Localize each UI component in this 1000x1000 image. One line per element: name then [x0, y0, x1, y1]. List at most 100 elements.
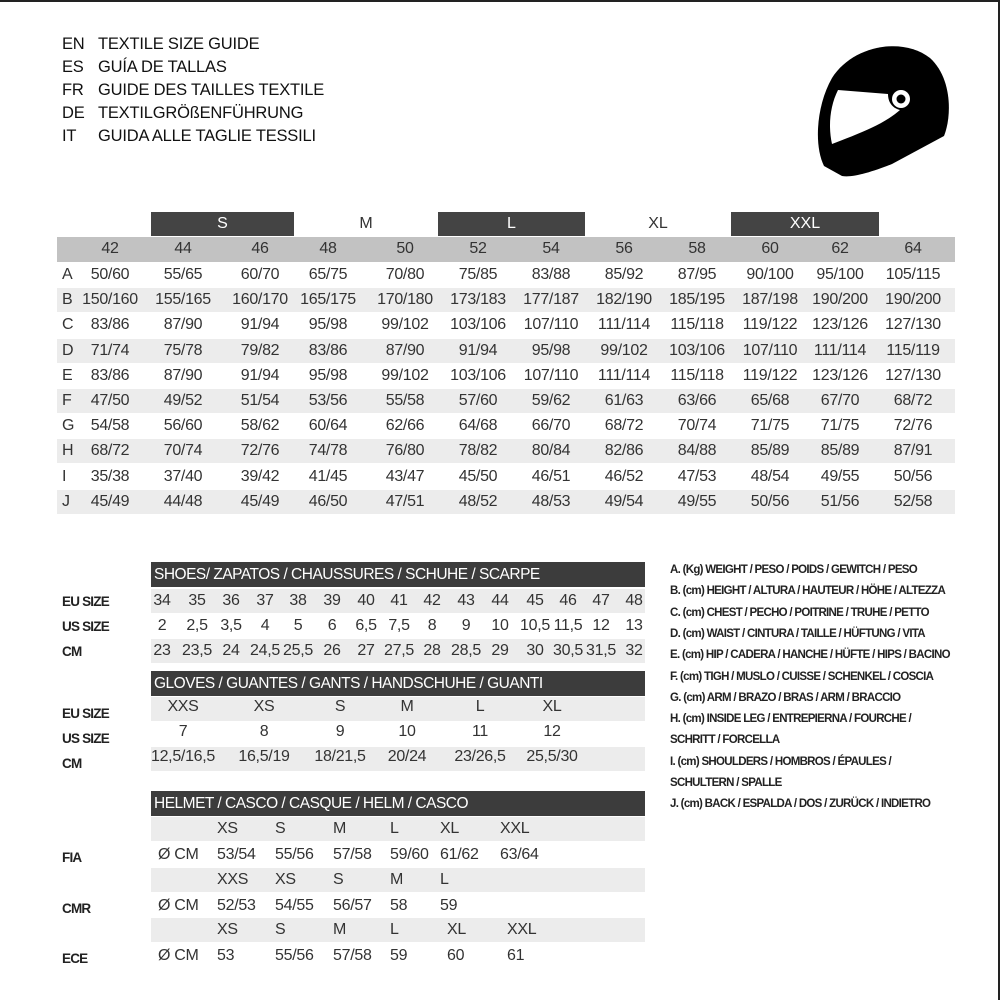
table-cell: 57/58 [333, 846, 372, 863]
table-cell: 2,5 [186, 617, 208, 634]
legend-item: SCHULTERN / SPALLE [670, 777, 782, 789]
table-cell: 50/60 [90, 266, 130, 283]
row-label: CM [62, 644, 82, 659]
table-cell: 40 [357, 592, 375, 609]
size-header-cell: 48 [319, 240, 337, 257]
table-cell: 45 [526, 592, 544, 609]
language-code: IT [62, 127, 77, 145]
title-text: TEXTILGRÖßENFÜHRUNG [98, 104, 304, 122]
table-cell: 50/56 [893, 467, 933, 485]
legend-item: I. (cm) SHOULDERS / HOMBROS / ÉPAULES / [670, 755, 892, 768]
table-cell: 61/63 [604, 392, 644, 409]
table-cell: 42 [423, 592, 441, 609]
table-cell: 30 [526, 642, 544, 659]
legend-item: F. (cm) TIGH / MUSLO / CUISSE / SCHENKEL… [670, 670, 934, 683]
table-cell: 58 [390, 896, 408, 914]
size-band-l: L [438, 212, 585, 236]
row-label: E [62, 366, 73, 384]
table-cell: 63/64 [500, 846, 539, 863]
table-cell: 78/82 [458, 442, 498, 460]
legend-item: SCHRITT / FORCELLA [670, 734, 780, 747]
table-cell: 8 [259, 723, 269, 740]
table-cell: 111/114 [597, 316, 651, 334]
title-text: GUIDE DES TAILLES TEXTILE [98, 81, 325, 99]
table-cell: 91/94 [240, 316, 280, 334]
size-band-s: S [151, 212, 294, 236]
table-cell: 76/80 [385, 442, 425, 460]
table-cell: 150/160 [82, 291, 138, 309]
table-cell: 165/175 [300, 291, 356, 309]
table-cell: 68/72 [893, 392, 933, 409]
table-cell: 67/70 [820, 392, 860, 409]
title-line: IT GUIDA ALLE TAGLIE TESSILI [62, 127, 316, 146]
row-stripe [151, 817, 645, 841]
helmet-size-label: M [333, 921, 347, 938]
table-cell: 91/94 [458, 341, 498, 359]
row-label: I [62, 467, 67, 485]
table-cell: 95/98 [308, 366, 348, 384]
table-cell: 2 [157, 617, 167, 634]
table-cell: 95/100 [816, 266, 864, 283]
helmet-size-label: XXS [217, 870, 249, 888]
title-line: DE TEXTILGRÖßENFÜHRUNG [62, 104, 303, 123]
table-cell: 190/200 [812, 291, 868, 309]
row-stripe [57, 389, 955, 413]
table-cell: 24 [222, 642, 240, 659]
table-cell: 50/56 [750, 492, 790, 510]
table-cell: 71/74 [90, 341, 130, 359]
table-cell: 182/190 [596, 291, 652, 309]
table-cell: 26 [323, 642, 341, 659]
table-cell: 127/130 [885, 366, 941, 384]
table-cell: 54/55 [275, 896, 314, 914]
table-cell: 177/187 [523, 291, 579, 309]
table-cell: 30,5 [553, 642, 583, 659]
size-header-cell: 42 [101, 240, 119, 257]
table-cell: 85/92 [604, 266, 644, 283]
legend-item: A. (Kg) WEIGHT / PESO / POIDS / GEWITCH … [670, 564, 918, 576]
table-cell: 46/51 [531, 467, 571, 485]
size-header-cell: 64 [904, 240, 922, 257]
table-cell: 61/62 [440, 846, 479, 863]
title-text: TEXTILE SIZE GUIDE [98, 35, 260, 53]
helmet-icon [817, 46, 949, 177]
table-cell: 11 [471, 723, 489, 740]
table-cell: 47/53 [677, 467, 717, 485]
table-cell: 99/102 [381, 366, 429, 384]
table-cell: 45/49 [240, 492, 280, 510]
row-stripe [151, 747, 645, 771]
table-cell: 160/170 [232, 291, 288, 309]
table-cell: 58/62 [240, 417, 280, 435]
table-cell: 123/126 [812, 366, 868, 384]
row-stripe [151, 589, 645, 613]
row-label: H [62, 442, 74, 460]
table-cell: 45/49 [90, 492, 130, 510]
table-cell: 57/60 [458, 392, 498, 409]
standard-label: ECE [62, 951, 88, 966]
table-cell: 62/66 [385, 417, 425, 435]
size-band-xxl: XXL [731, 212, 879, 236]
table-cell: 155/165 [155, 291, 211, 309]
table-cell: 71/75 [750, 417, 790, 435]
table-cell: 12 [543, 723, 561, 740]
table-cell: 55/58 [385, 392, 425, 409]
table-cell: 170/180 [377, 291, 433, 309]
table-cell: 60 [447, 947, 465, 964]
size-header-cell: 60 [761, 240, 779, 257]
title-line: FR GUIDE DES TAILLES TEXTILE [62, 81, 324, 100]
row-stripe [57, 338, 955, 363]
table-cell: 107/110 [742, 341, 798, 359]
table-cell: 84/88 [677, 442, 717, 460]
table-cell: 64/68 [458, 417, 498, 435]
row-label: C [62, 316, 74, 334]
table-cell: 115/118 [670, 316, 724, 334]
table-cell: 7,5 [388, 617, 410, 634]
table-cell: 48/52 [458, 492, 498, 510]
table-cell: 60/70 [240, 266, 280, 283]
page-border-top [0, 0, 1000, 2]
table-cell: 16,5/19 [238, 748, 290, 765]
table-cell: 173/183 [450, 291, 506, 309]
table-cell: 13 [625, 617, 643, 634]
table-cell: 6,5 [355, 617, 377, 634]
table-cell: 51/56 [820, 492, 860, 510]
helmet-size-label: XS [275, 870, 296, 888]
